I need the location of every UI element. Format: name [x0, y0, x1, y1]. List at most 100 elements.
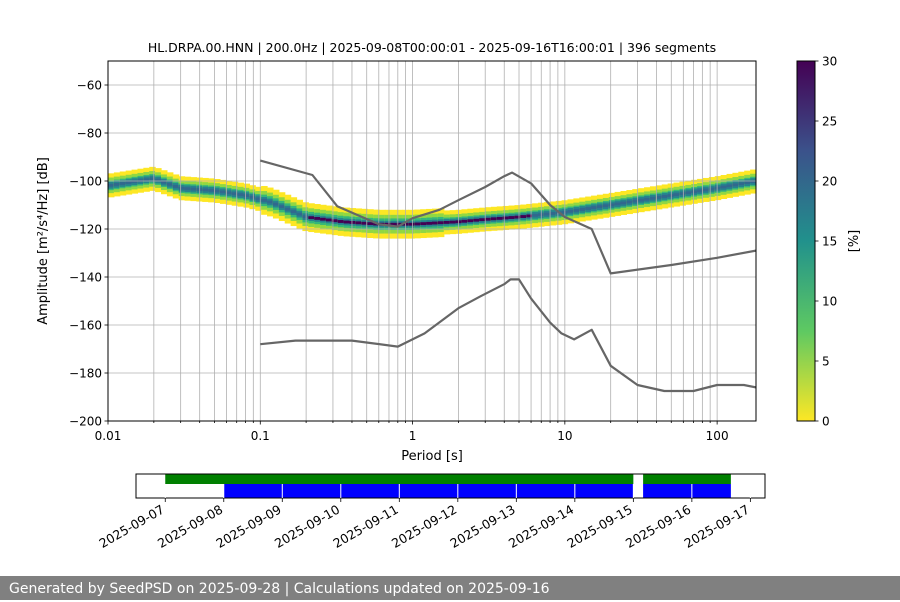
- colorbar: 0 5 10 15 20 25 30 [%]: [796, 55, 862, 429]
- timeline-frame: [135, 473, 766, 499]
- heatmap-cell: [320, 217, 327, 221]
- heatmap-cell: [596, 205, 604, 209]
- heatmap-cell: [673, 193, 681, 197]
- heatmap-cell: [591, 206, 598, 210]
- y-tick-label: −100: [69, 175, 102, 189]
- heatmap-cell: [461, 219, 468, 223]
- colorbar-tick-label: 10: [822, 295, 837, 309]
- heatmap-cell: [426, 221, 433, 225]
- heatmap-cell: [632, 199, 639, 203]
- heatmap-cell: [644, 197, 651, 201]
- heatmap-cell: [691, 190, 698, 194]
- plot-background: [108, 61, 756, 421]
- heatmap-cell: [302, 215, 309, 219]
- y-tick-label: −200: [69, 415, 102, 429]
- heatmap-cell: [237, 193, 245, 197]
- x-tick-label: 1: [409, 429, 417, 443]
- timeline-tick-label: 2025-09-13: [447, 502, 517, 551]
- y-tick-label: −60: [77, 79, 102, 93]
- heatmap-cell: [479, 218, 486, 222]
- heatmap-cell: [231, 192, 239, 196]
- timeline-tick-label: 2025-09-10: [272, 502, 342, 551]
- heatmap-cell: [702, 188, 710, 192]
- y-tick-label: −160: [69, 319, 102, 333]
- heatmap-cell: [272, 202, 280, 206]
- heatmap-cell: [738, 182, 745, 186]
- timeline-tick-label: 2025-09-09: [213, 502, 283, 551]
- heatmap-cell: [449, 220, 457, 224]
- heatmap-cell: [202, 188, 209, 192]
- heatmap-cell: [314, 216, 321, 220]
- x-tick-label: 100: [706, 429, 729, 443]
- timeline-green-segment: [165, 474, 634, 484]
- heatmap-cell: [331, 219, 339, 223]
- y-tick-label: −120: [69, 223, 102, 237]
- heatmap-cell: [567, 209, 574, 213]
- timeline-blue-segment: [223, 484, 634, 498]
- heatmap-cell: [161, 180, 168, 184]
- heatmap-cell: [267, 200, 274, 204]
- chart-title: HL.DRPA.00.HNN | 200.0Hz | 2025-09-08T00…: [148, 40, 716, 55]
- heatmap-cell: [284, 207, 292, 211]
- heatmap-cell: [626, 200, 633, 204]
- heatmap-cell: [720, 185, 728, 189]
- heatmap-cell: [414, 222, 421, 226]
- timeline-blue-segment: [643, 484, 731, 498]
- timeline-tick-label: 2025-09-14: [506, 502, 576, 551]
- heatmap-cell: [732, 183, 739, 187]
- noise-model-line: [260, 278, 756, 393]
- heatmap-cell: [432, 221, 439, 225]
- colorbar-tick-label: 20: [822, 175, 837, 189]
- heatmap-cell: [166, 182, 174, 186]
- heatmap-cell: [420, 222, 427, 226]
- heatmap-cell: [514, 215, 521, 219]
- heatmap-cell: [726, 184, 734, 188]
- plot-frame: [107, 60, 757, 422]
- x-axis-ticks: 0.01 0.1 1 10 100: [95, 421, 729, 443]
- heatmap-cell: [296, 212, 303, 216]
- y-tick-label: −140: [69, 271, 102, 285]
- x-tick-label: 0.1: [251, 429, 270, 443]
- heatmap-cell: [143, 178, 150, 182]
- heatmap-cell: [490, 217, 498, 221]
- heatmap-cell: [178, 186, 186, 190]
- timeline-tick-label: 2025-09-07: [96, 502, 166, 551]
- plot-area: 0.01 0.1 1 10 100 −60 −80 −100 −120 −140 −160 −180…: [69, 60, 757, 443]
- heatmap-cell: [225, 191, 233, 195]
- heatmap-cell: [361, 221, 368, 225]
- heatmap-cell: [744, 181, 751, 185]
- heatmap-cell: [602, 204, 610, 208]
- heatmap-cell: [190, 187, 197, 191]
- footer-text: Generated by SeedPSD on 2025-09-28 | Cal…: [9, 581, 550, 597]
- timeline-segments: [165, 474, 731, 498]
- heatmap-cell: [408, 222, 415, 226]
- heatmap-cell: [655, 195, 663, 199]
- heatmap-cell: [184, 187, 192, 191]
- colorbar-tick-label: 5: [822, 355, 830, 369]
- heatmap-cell: [532, 213, 539, 217]
- heatmap-cell: [149, 177, 156, 181]
- heatmap-cell: [367, 222, 374, 226]
- heatmap-cell: [467, 219, 474, 223]
- heatmap-cell: [255, 197, 262, 201]
- heatmap-cell: [638, 198, 645, 202]
- timeline-tick-label: 2025-09-12: [389, 502, 459, 551]
- y-axis-label: Amplitude [m²/s⁴/Hz] [dB]: [36, 157, 51, 325]
- heatmap-cell: [502, 216, 510, 220]
- heatmap-cell: [443, 220, 451, 224]
- y-axis-ticks: −60 −80 −100 −120 −140 −160 −180 −200: [69, 79, 108, 429]
- heatmap-cell: [125, 181, 133, 185]
- heatmap-cell: [714, 186, 722, 190]
- heatmap-cell: [208, 188, 215, 192]
- heatmap-cell: [508, 216, 516, 219]
- heatmap-cell: [496, 216, 504, 220]
- heatmap-cell: [750, 180, 756, 183]
- heatmap-cell: [119, 182, 127, 185]
- heatmap-cell: [343, 220, 351, 224]
- heatmap-cell: [278, 205, 286, 209]
- heatmap-cell: [473, 218, 480, 222]
- heatmap-cell: [308, 216, 315, 220]
- heatmap-cell: [520, 215, 527, 218]
- heatmap-cell: [290, 210, 298, 214]
- heatmap-cell: [172, 185, 180, 188]
